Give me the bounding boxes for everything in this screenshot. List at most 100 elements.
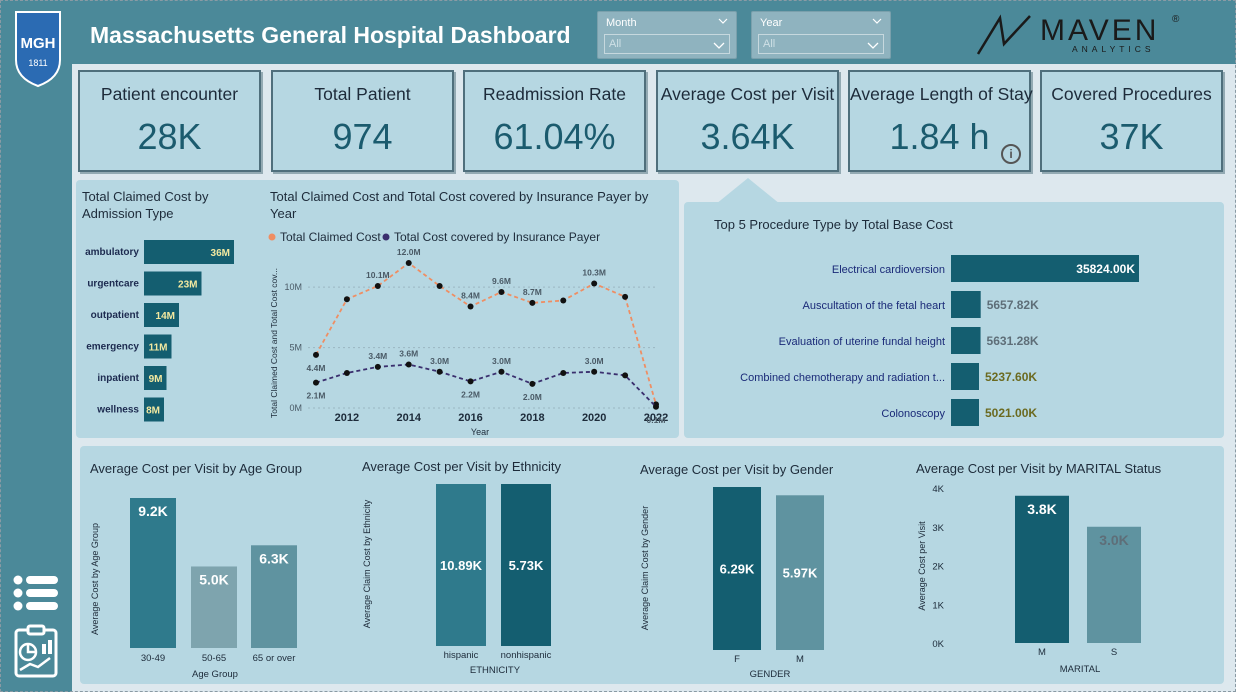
data-label: 2.2M (461, 389, 480, 399)
line-chart-y-axis-title: Total Claimed Cost and Total Cost cov... (269, 268, 279, 418)
procedure-label: Electrical cardioversion (832, 264, 945, 276)
avg-cost-bar[interactable] (501, 484, 551, 646)
top-procedures-panel: Top 5 Procedure Type by Total Base Cost … (684, 202, 1224, 438)
procedure-bar[interactable] (951, 363, 979, 390)
sidebar: MGH 1811 (0, 0, 72, 692)
bar-category-label: M (1038, 647, 1046, 658)
kpi-card-readmission-rate: Readmission Rate 61.04% (463, 70, 646, 172)
bar-value-label: 3.8K (1027, 501, 1057, 517)
data-point[interactable] (374, 282, 381, 289)
y-tick-label: 2K (932, 562, 944, 573)
procedure-label: Combined chemotherapy and radiation t... (740, 372, 945, 384)
data-point[interactable] (374, 363, 381, 370)
month-slicer[interactable]: Month All (597, 11, 737, 59)
avg-cost-bar[interactable] (130, 498, 176, 648)
data-point[interactable] (343, 296, 350, 303)
year-dropdown[interactable]: All (758, 34, 884, 54)
data-point[interactable] (436, 368, 443, 375)
bar-category-label: nonhispanic (501, 650, 552, 661)
data-point[interactable] (467, 378, 474, 385)
data-point[interactable] (405, 361, 412, 368)
gender-y-axis-title: Average Claim Cost by Gender (640, 506, 650, 630)
claimed-cost-panel: Total Claimed Cost by Admission Type amb… (76, 180, 679, 438)
procedure-value-label: 5237.60K (985, 370, 1037, 384)
info-icon[interactable]: i (1001, 144, 1021, 164)
page-title: Massachusetts General Hospital Dashboard (90, 22, 571, 48)
report-clipboard-icon[interactable] (12, 624, 60, 678)
bar-category-label: S (1111, 647, 1117, 658)
data-point[interactable] (436, 282, 443, 289)
yearly-cost-chart-title: Total Claimed Cost and Total Cost covere… (270, 189, 649, 221)
admission-bar[interactable] (144, 366, 167, 390)
maven-sub: ANALYTICS (1072, 44, 1155, 54)
y-tick-label: 4K (932, 484, 944, 495)
data-point[interactable] (343, 369, 350, 376)
data-label: 4.4M (307, 363, 326, 373)
admission-bar[interactable] (144, 334, 172, 359)
kpi-card-avg-cost-per-visit[interactable]: Average Cost per Visit 3.64K (656, 70, 839, 172)
bar-value-label: 3.0K (1099, 532, 1129, 548)
year-value: All (763, 38, 776, 50)
procedure-bar[interactable] (951, 255, 1139, 282)
admission-chart-title: Total Claimed Cost by Admission Type (82, 189, 209, 221)
avg-cost-bar[interactable] (776, 495, 824, 650)
procedure-label: Evaluation of uterine fundal height (779, 336, 945, 348)
data-point[interactable] (405, 260, 412, 266)
data-point[interactable] (498, 368, 505, 375)
data-point[interactable] (591, 368, 598, 375)
avg-cost-panel: Average Cost per Visit by Age Group Aver… (80, 446, 1224, 684)
month-dropdown[interactable]: All (604, 34, 730, 54)
avg-cost-bar[interactable] (251, 545, 297, 648)
data-point[interactable] (467, 303, 474, 310)
procedure-bar[interactable] (951, 399, 979, 426)
data-point[interactable] (622, 372, 629, 379)
data-point[interactable] (529, 380, 536, 387)
data-point[interactable] (560, 369, 567, 376)
data-point[interactable] (622, 293, 629, 300)
bar-category-label: M (796, 654, 804, 665)
data-point[interactable] (529, 299, 536, 306)
y-tick-label: 0K (932, 639, 944, 650)
admission-bar[interactable] (144, 271, 202, 296)
avg-cost-bar[interactable] (191, 566, 237, 648)
legend-dot-insurance (382, 233, 390, 241)
gender-chart-title: Average Cost per Visit by Gender (640, 462, 834, 477)
data-label: 8.4M (461, 291, 480, 301)
kpi-value: 974 (332, 116, 393, 157)
avg-cost-bar[interactable] (1087, 526, 1141, 643)
month-slicer-label: Month (606, 17, 637, 29)
x-tick-label: 2012 (335, 412, 359, 424)
menu-list-icon[interactable] (12, 574, 60, 612)
procedure-value-label: 35824.00K (1076, 262, 1135, 276)
procedure-value-label: 5657.82K (987, 298, 1039, 312)
data-label: 2.1M (307, 391, 326, 401)
bar-value-label: 9M (149, 374, 163, 385)
data-point[interactable] (591, 280, 598, 287)
x-tick-label: 2020 (582, 412, 606, 424)
data-label: 12.0M (397, 247, 421, 257)
bar-value-label: 36M (211, 248, 230, 259)
avg-cost-bar-charts: Average Cost by Age Group Age Group Aver… (90, 484, 1141, 680)
bar-value-label: 23M (178, 280, 197, 291)
bar-category-label: inpatient (97, 373, 139, 384)
admission-bar[interactable] (144, 397, 164, 422)
year-slicer[interactable]: Year All (751, 11, 891, 59)
marital-x-axis-title: MARITAL (1060, 664, 1100, 675)
bar-value-label: 5.0K (199, 571, 229, 587)
avg-cost-bar[interactable] (713, 487, 761, 650)
avg-cost-bar[interactable] (1015, 495, 1069, 643)
procedure-bar[interactable] (951, 327, 981, 354)
procedure-bar[interactable] (951, 291, 981, 318)
admission-bar[interactable] (144, 240, 234, 264)
data-point[interactable] (313, 351, 319, 358)
gender-x-axis-title: GENDER (750, 669, 791, 680)
data-point[interactable] (653, 403, 659, 410)
data-point[interactable] (560, 297, 567, 304)
kpi-label: Average Cost per Visit (660, 84, 835, 104)
kpi-value: 37K (1099, 116, 1164, 157)
data-point[interactable] (498, 289, 505, 295)
bar-value-label: 11M (149, 343, 168, 354)
admission-bar[interactable] (144, 303, 179, 327)
avg-cost-bar[interactable] (436, 484, 486, 646)
data-point[interactable] (313, 379, 319, 386)
